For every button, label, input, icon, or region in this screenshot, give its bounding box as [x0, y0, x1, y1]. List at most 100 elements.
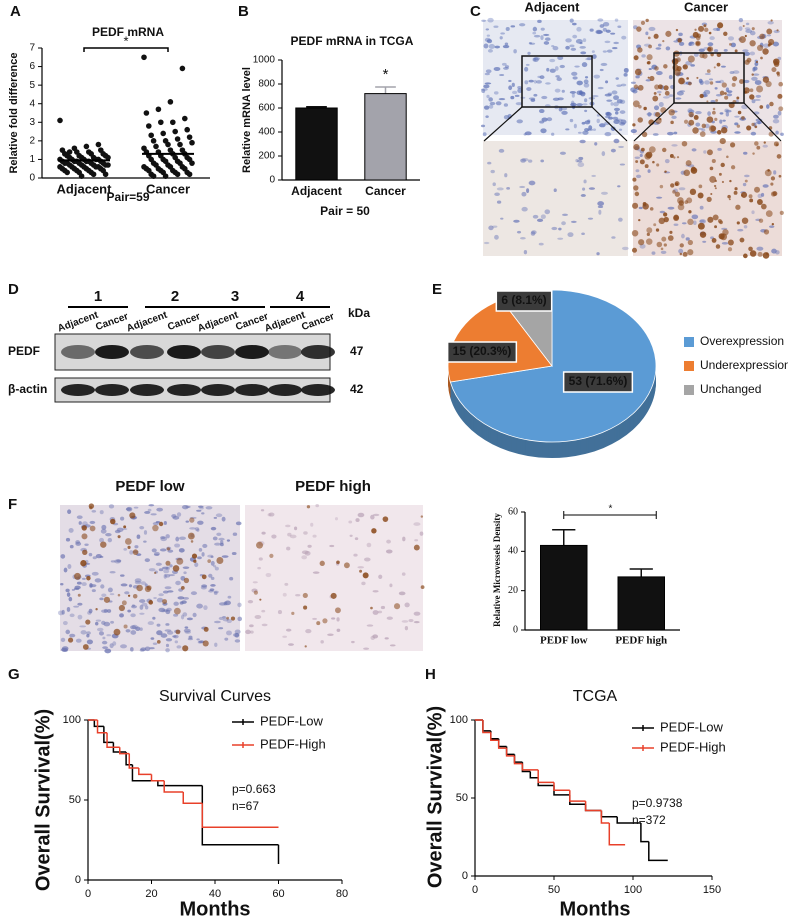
stain — [679, 252, 683, 256]
nucleus — [231, 551, 237, 556]
stain — [703, 24, 707, 28]
nucleus — [623, 67, 629, 73]
nucleus — [205, 506, 213, 510]
nucleus — [617, 25, 622, 29]
nucleus — [516, 119, 523, 124]
nucleus — [86, 639, 94, 645]
stain — [716, 130, 722, 135]
nucleus — [366, 542, 372, 548]
nucleus — [582, 187, 586, 191]
stain — [658, 93, 661, 96]
nucleus — [226, 539, 231, 542]
nucleus — [203, 605, 208, 611]
nucleus — [532, 31, 537, 35]
nucleus — [503, 66, 509, 70]
nucleus — [729, 71, 735, 75]
nucleus — [486, 39, 493, 44]
nucleus — [315, 503, 319, 508]
stain — [656, 241, 663, 248]
nucleus — [201, 584, 208, 588]
image-label: PEDF high — [295, 478, 371, 495]
stain — [706, 116, 714, 123]
nucleus — [520, 236, 526, 240]
survival-step — [616, 816, 633, 824]
panel-letter: G — [8, 666, 20, 683]
stain — [319, 560, 325, 566]
nucleus — [539, 75, 545, 80]
stain — [715, 244, 721, 249]
nucleus — [723, 48, 728, 52]
stain — [413, 544, 420, 551]
stain — [634, 191, 640, 197]
nucleus — [756, 246, 764, 251]
stain — [117, 535, 121, 539]
nucleus — [213, 565, 217, 568]
significance-bracket — [83, 47, 169, 52]
stain — [732, 76, 738, 82]
stain — [336, 560, 340, 565]
nucleus — [708, 78, 714, 81]
nucleus — [156, 507, 163, 512]
nucleus — [155, 521, 161, 524]
data-point — [102, 171, 109, 178]
stain — [652, 160, 655, 164]
stain — [729, 179, 732, 183]
stain — [698, 184, 703, 189]
survival-step — [182, 792, 203, 804]
nucleus — [237, 602, 242, 608]
survival-step — [497, 740, 507, 749]
nucleus — [763, 43, 770, 48]
x-tick-label: Adjacent — [57, 181, 113, 196]
stain — [769, 101, 774, 107]
nucleus — [707, 111, 711, 116]
nucleus — [73, 605, 80, 608]
nucleus — [745, 22, 750, 26]
nucleus — [540, 35, 544, 41]
stain — [749, 94, 755, 100]
nucleus — [210, 576, 215, 581]
data-point — [170, 119, 176, 126]
nucleus — [377, 610, 383, 614]
nucleus — [754, 80, 762, 86]
survival-step — [482, 720, 491, 732]
image-label: Cancer — [684, 0, 728, 14]
nucleus — [106, 634, 112, 637]
nucleus — [484, 72, 490, 76]
data-point — [155, 106, 162, 113]
y-tick-label: 40 — [508, 546, 518, 557]
stain — [655, 228, 660, 232]
stain — [663, 64, 668, 69]
nucleus — [501, 62, 507, 66]
stain — [662, 40, 665, 43]
nucleus — [165, 609, 171, 615]
stain — [712, 214, 719, 221]
nucleus — [99, 510, 104, 515]
nucleus — [490, 169, 495, 174]
nucleus — [527, 51, 531, 55]
panel-letter: C — [470, 3, 481, 20]
nucleus — [606, 99, 613, 102]
stain — [118, 604, 126, 612]
stain — [82, 549, 88, 555]
nucleus — [528, 79, 534, 83]
stain — [183, 577, 190, 584]
stain — [687, 239, 693, 246]
nucleus — [65, 629, 71, 635]
stain — [752, 152, 755, 155]
stain — [761, 203, 767, 210]
nucleus — [752, 67, 756, 72]
nucleus — [693, 52, 699, 57]
nucleus — [618, 145, 624, 149]
stain — [763, 141, 766, 144]
data-point — [78, 173, 85, 179]
survival-step — [157, 780, 203, 787]
nucleus — [65, 537, 71, 542]
nucleus — [150, 513, 157, 516]
nucleus — [112, 641, 117, 646]
stain — [699, 93, 704, 99]
nucleus — [743, 151, 748, 155]
nucleus — [555, 75, 560, 78]
stain — [719, 137, 726, 145]
stain — [688, 81, 692, 86]
